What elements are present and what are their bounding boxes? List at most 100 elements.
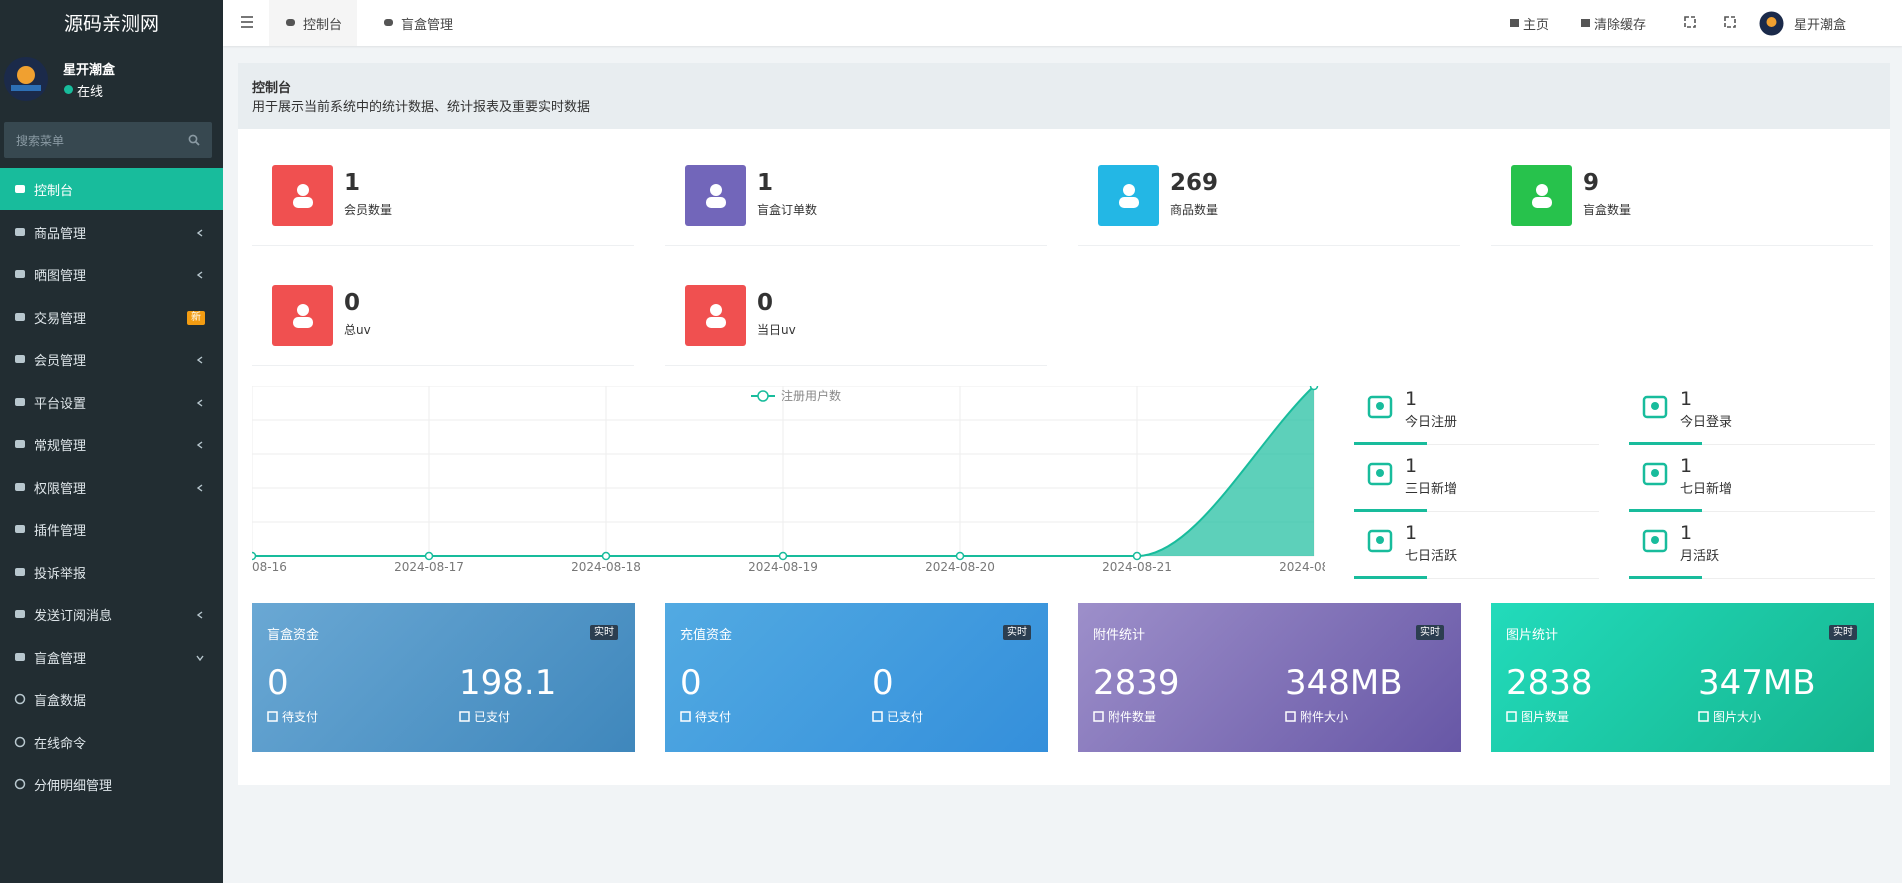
icon-shape — [15, 397, 25, 406]
card-item-icon — [459, 711, 470, 722]
card-value: 0 — [680, 663, 702, 703]
glyph-body — [706, 317, 726, 328]
menu-label: 商品管理 — [34, 226, 87, 242]
area — [252, 386, 1314, 556]
point — [1132, 551, 1142, 561]
mini-stat-icon — [1367, 395, 1393, 419]
menu-item[interactable]: 盲盒管理 — [0, 636, 223, 678]
menu-label: 投诉举报 — [34, 566, 87, 582]
menu-arrow — [196, 271, 203, 279]
menu-arrow — [196, 398, 203, 407]
avatar-sun — [17, 66, 35, 84]
stat-icon — [685, 285, 746, 346]
menu-item[interactable]: 投诉举报 — [0, 551, 223, 593]
arrow-shape — [196, 611, 203, 619]
icon-shape — [267, 711, 278, 722]
arrow-shape — [196, 271, 203, 279]
menu-label: 控制台 — [34, 184, 74, 199]
menu-item[interactable]: 交易管理 新 — [0, 296, 223, 338]
stat-label: 会员数量 — [344, 203, 393, 217]
icon-shape — [459, 711, 470, 722]
menu-item[interactable]: 插件管理 — [0, 508, 223, 550]
menu-label: 盲盒数据 — [34, 694, 87, 709]
avatar-sun — [1766, 17, 1777, 27]
menu-label: 会员管理 — [34, 354, 87, 369]
card-title: 充值资金 — [680, 628, 733, 643]
point — [252, 551, 257, 561]
mini-stat-bar — [1629, 576, 1702, 579]
menu-item[interactable]: 控制台 — [0, 168, 223, 210]
menu-item[interactable]: 平台设置 — [0, 381, 223, 423]
header-user[interactable]: 星开潮盒 — [1759, 8, 1879, 38]
menu-icon — [15, 185, 25, 193]
card: 充值资金 实时 0 待支付 0 已支付 — [665, 603, 1048, 752]
point — [601, 551, 611, 561]
menu-label: 交易管理 — [34, 311, 87, 327]
icon-shape — [15, 185, 25, 193]
legend-marker — [757, 390, 769, 402]
menu-item[interactable]: 会员管理 — [0, 338, 223, 380]
menu-item[interactable]: 商品管理 — [0, 211, 223, 253]
card-label: 图片数量 — [1521, 710, 1570, 724]
header-action[interactable]: 主页 — [1509, 0, 1559, 46]
stat-label: 当日uv — [757, 323, 796, 337]
mini-stat-value: 1 — [1680, 388, 1693, 410]
mini-stat: 1 七日新增 — [1629, 453, 1875, 512]
menu-arrow — [196, 483, 203, 492]
stat-value: 1 — [757, 170, 774, 196]
panel: 控制台 用于展示当前系统中的统计数据、统计报表及重要实时数据 1 会员数量 1 盲盒订单数… — [238, 63, 1890, 785]
menu-toggle — [241, 16, 253, 28]
card: 盲盒资金 实时 0 待支付 198.1 已支付 — [252, 603, 635, 752]
arrow-shape — [196, 398, 203, 407]
menu-item[interactable]: 常规管理 — [0, 423, 223, 465]
mini-stat: 1 今日登录 — [1629, 386, 1875, 445]
menu-item[interactable]: 在线命令 — [0, 721, 223, 763]
icon-shape — [1285, 711, 1296, 722]
avatar — [4, 57, 48, 101]
card: 附件统计 实时 2839 附件数量 348MB 附件大小 — [1078, 603, 1461, 752]
icon-shape — [15, 482, 25, 491]
glyph-body — [293, 317, 313, 328]
tab[interactable]: 盲盒管理 — [367, 0, 457, 46]
menu-label: 晒图管理 — [34, 269, 87, 284]
menu-item[interactable]: 晒图管理 — [0, 253, 223, 295]
point — [778, 551, 788, 561]
menu-icon — [15, 652, 25, 661]
action-label: 主页 — [1523, 18, 1550, 33]
header-icon-button[interactable] — [1722, 14, 1738, 30]
user-status: 在线 — [77, 85, 104, 100]
stat-icon — [272, 285, 333, 346]
panel-title: 控制台 — [252, 81, 292, 96]
menu-icon — [14, 736, 26, 747]
menu-label: 盲盒管理 — [34, 651, 87, 667]
glyph-head — [297, 184, 309, 196]
menu-item[interactable]: 分佣明细管理 — [0, 763, 223, 805]
header-action[interactable]: 清除缓存 — [1580, 0, 1660, 46]
tab-icon-shape — [286, 19, 295, 26]
menu-item[interactable]: 盲盒数据 — [0, 678, 223, 720]
card-value: 0 — [872, 663, 894, 703]
menu-label: 分佣明细管理 — [34, 779, 113, 794]
header-icon-button[interactable] — [1682, 14, 1698, 30]
card-value: 347MB — [1698, 663, 1816, 703]
stat-icon — [685, 165, 746, 226]
card: 图片统计 实时 2838 图片数量 347MB 图片大小 — [1491, 603, 1874, 752]
menu-item[interactable]: 权限管理 — [0, 466, 223, 508]
point — [955, 551, 965, 561]
stat-icon — [1511, 165, 1572, 226]
menu-icon — [15, 525, 25, 533]
search-glass — [188, 134, 198, 144]
card-badge: 实时 — [1003, 625, 1031, 640]
search-box[interactable]: 搜索菜单 — [4, 122, 212, 158]
card-title: 图片统计 — [1506, 628, 1559, 643]
tab[interactable]: 控制台 — [269, 0, 357, 46]
mini-stat-bar — [1629, 442, 1702, 445]
menu-item[interactable]: 发送订阅消息 — [0, 593, 223, 635]
card-title: 附件统计 — [1093, 628, 1146, 643]
arrow-shape — [196, 356, 203, 364]
stat-tile: 269 商品数量 — [1078, 165, 1460, 246]
stat-label: 商品数量 — [1170, 203, 1219, 217]
arrow-shape — [196, 228, 203, 237]
icon-shape — [1698, 711, 1709, 722]
menu-icon — [15, 610, 25, 618]
